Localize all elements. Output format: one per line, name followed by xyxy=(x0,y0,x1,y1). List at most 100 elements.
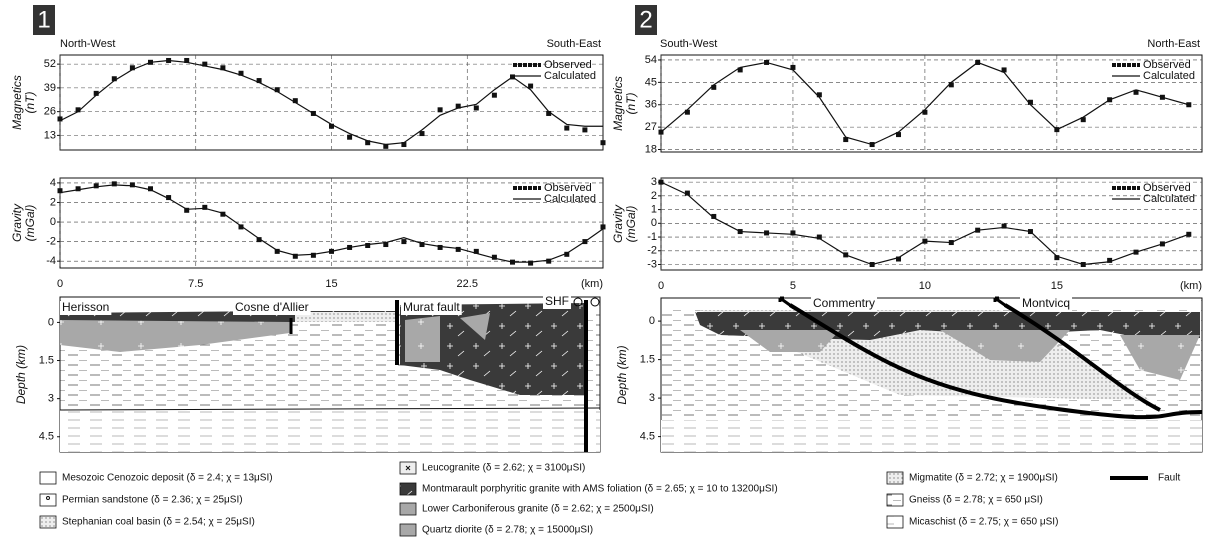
granite-gray xyxy=(740,330,840,352)
observed-point xyxy=(292,253,298,259)
legend-label: Montmarault porphyritic granite with AMS… xyxy=(422,484,778,495)
legend-swatch xyxy=(399,523,417,537)
observed-point xyxy=(816,92,822,98)
observed-point xyxy=(600,224,606,230)
x-tick-label: 15 xyxy=(1051,280,1063,292)
boundary xyxy=(59,407,601,411)
observed-point xyxy=(220,65,226,71)
direction-right: South-East xyxy=(547,38,601,50)
arrow xyxy=(993,296,1010,310)
legend-label: Calculated xyxy=(544,193,596,205)
observed-point xyxy=(292,98,298,104)
x-tick-label: 0 xyxy=(57,278,63,290)
observed-point xyxy=(546,110,552,116)
observed-point xyxy=(473,105,479,111)
x-tick-label: 22.5 xyxy=(457,278,478,290)
observed-point xyxy=(365,243,371,248)
label-bg xyxy=(233,301,311,315)
y-tick-label: 18 xyxy=(645,143,657,155)
y-tick-label: 0 xyxy=(651,217,657,229)
x-axis-label: (km) xyxy=(581,278,603,290)
observed-point xyxy=(455,103,461,109)
granite-gray xyxy=(460,313,490,340)
depth-tick-label: 0 xyxy=(48,316,54,328)
observed-point xyxy=(310,252,316,258)
y-tick-label: 52 xyxy=(44,58,56,70)
observed-point xyxy=(111,76,117,82)
legend-label: Calculated xyxy=(1143,70,1195,82)
observed-point xyxy=(816,234,822,240)
legend-swatch xyxy=(399,482,417,496)
legend-label: Mesozoic Cenozoic deposit (δ = 2.4; χ = … xyxy=(62,473,273,484)
observed-point xyxy=(166,195,172,201)
cross-section xyxy=(59,296,601,453)
micaschist xyxy=(661,420,1202,452)
observed-point xyxy=(1001,67,1007,73)
depth-tick-label: 1.5 xyxy=(640,354,655,366)
section-label: Herisson xyxy=(62,300,109,314)
observed-point xyxy=(238,70,244,76)
calculated-line xyxy=(660,181,1190,266)
y-tick-label: 26 xyxy=(44,106,56,118)
granite-gray xyxy=(940,330,1070,362)
legend-symbol xyxy=(46,496,50,500)
legend-label: Leucogranite (δ = 2.62; χ = 3100μSI) xyxy=(422,463,585,474)
coal-basin xyxy=(295,312,395,322)
y-tick-label: 45 xyxy=(645,76,657,88)
y-tick-label: 27 xyxy=(645,121,657,133)
y-tick-label: 36 xyxy=(645,99,657,111)
observed-point xyxy=(329,123,334,129)
fault xyxy=(788,303,1203,420)
label-bg xyxy=(401,301,462,315)
x-tick-label: 0 xyxy=(658,280,664,292)
y-tick-label: 2 xyxy=(651,190,657,202)
observed-point xyxy=(419,242,425,248)
y-axis-label: Gravity xyxy=(611,204,625,243)
observed-point xyxy=(401,142,407,148)
legend-swatch xyxy=(399,502,417,516)
depth-tick-label: 0 xyxy=(649,315,655,327)
observed-point xyxy=(711,213,717,219)
y-tick-label: 39 xyxy=(44,82,56,94)
y-tick-label: 13 xyxy=(44,129,56,141)
observed-point xyxy=(75,107,81,113)
y-tick-label: 2 xyxy=(50,196,56,208)
depth-axis-label: Depth (km) xyxy=(615,345,629,404)
observed-point xyxy=(383,242,389,248)
observed-point xyxy=(948,82,954,88)
micaschist xyxy=(60,410,600,452)
y-tick-label: 1 xyxy=(651,203,657,215)
observed-point xyxy=(57,116,63,122)
observed-point xyxy=(684,190,690,196)
observed-point xyxy=(184,207,190,213)
section-label: SHF xyxy=(545,294,569,308)
observed-point xyxy=(419,131,425,137)
label-bg xyxy=(543,295,571,309)
legend-label: Fault xyxy=(1158,473,1180,484)
observed-point xyxy=(1054,255,1060,261)
legend-label: Stephanian coal basin (δ = 2.54; χ = 25μ… xyxy=(62,517,255,528)
observed-point xyxy=(148,186,153,192)
legend-label: Lower Carboniferous granite (δ = 2.62; χ… xyxy=(422,504,654,515)
panel-headers: 1 North-West South-East 2 South-West Nor… xyxy=(33,5,1200,50)
observed-point xyxy=(473,248,479,254)
depth-axis-label: Depth (km) xyxy=(14,345,28,404)
observed-point xyxy=(1107,257,1113,263)
legend-label: Observed xyxy=(1143,59,1191,71)
shf-symbol xyxy=(590,297,600,307)
granite-gray xyxy=(60,320,290,352)
observed-point xyxy=(1001,223,1007,229)
panel-box xyxy=(33,5,55,35)
direction-right: North-East xyxy=(1147,38,1200,50)
x-tick-label: 5 xyxy=(790,280,796,292)
observed-point xyxy=(437,107,443,113)
observed-point xyxy=(491,254,497,260)
depth-tick-label: 3 xyxy=(48,393,54,405)
quartz-diorite xyxy=(405,316,440,362)
x-tick-label: 7.5 xyxy=(188,278,203,290)
observed-point xyxy=(711,84,717,90)
y-tick-label: 0 xyxy=(50,216,56,228)
observed-point xyxy=(790,230,796,236)
observed-point xyxy=(491,92,497,98)
